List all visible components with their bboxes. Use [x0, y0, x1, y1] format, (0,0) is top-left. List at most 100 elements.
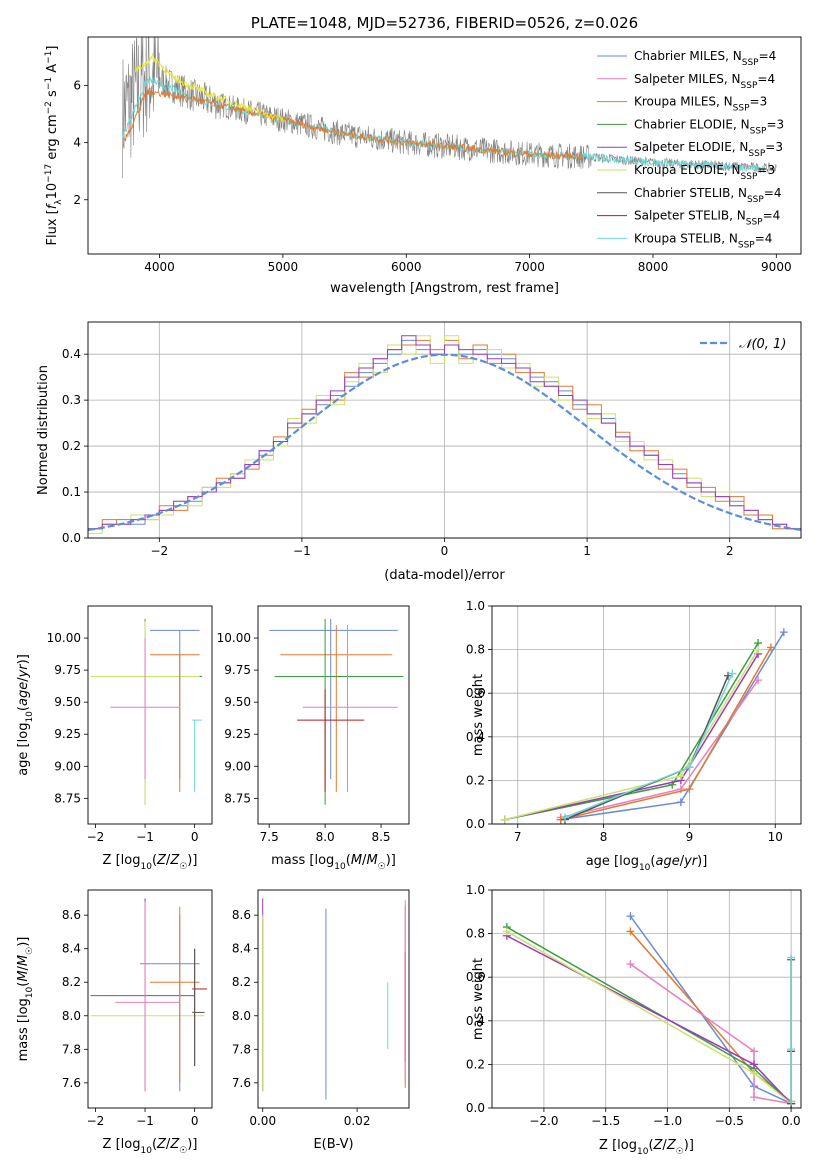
series-marker [750, 1047, 759, 1056]
x-tick-label: −2.0 [529, 1114, 558, 1128]
y-tick-label: 9.00 [224, 759, 251, 773]
y-tick-label: 9.50 [224, 695, 251, 709]
axes-frame [257, 605, 410, 825]
legend: 𝒩(0, 1) [700, 337, 786, 352]
y-axis-label: Normed distribution [36, 365, 51, 495]
x-tick-label: −2 [150, 544, 168, 558]
axes-frame [491, 605, 802, 825]
axes-frame [87, 36, 802, 255]
axes-frame [87, 605, 213, 825]
y-tick-label: 0.6 [466, 686, 485, 700]
x-tick-label: −1 [293, 544, 311, 558]
x-tick-label: 8000 [638, 260, 669, 274]
x-tick-label: 6000 [391, 260, 422, 274]
series-marker [754, 676, 763, 685]
y-axis-label: mass [log10(M/M☉)] [16, 937, 35, 1062]
y-axis-label: Flux [fλ10−17 erg cm−2 s−1 A−1] [44, 46, 64, 246]
legend-label: Chabrier STELIB, NSSP=4 [634, 186, 782, 205]
legend-label: Kroupa STELIB, NSSP=4 [634, 231, 772, 250]
y-axis-label: mass weight [471, 674, 486, 756]
y-tick-label: 0.6 [466, 970, 485, 984]
y-tick-label: 8.4 [62, 942, 81, 956]
error-bars [269, 618, 404, 805]
x-tick-label: 7 [514, 830, 522, 844]
x-axis-label: mass [log10(M/M☉)] [271, 853, 396, 872]
y-tick-label: 9.25 [224, 727, 251, 741]
x-tick-label: 0 [441, 544, 449, 558]
y-tick-label: 0.2 [466, 773, 485, 787]
model-trace [122, 87, 583, 161]
legend-label: Chabrier MILES, NSSP=4 [634, 49, 776, 68]
series-marker [728, 669, 737, 678]
y-tick-label: 0.8 [466, 643, 485, 657]
y-tick-label: 1.0 [466, 599, 485, 613]
x-tick-label: 7000 [514, 260, 545, 274]
y-tick-label: 8.0 [62, 1009, 81, 1023]
y-tick-label: 8.4 [232, 942, 251, 956]
y-tick-label: 0.0 [466, 817, 485, 831]
y-tick-label: 4 [73, 136, 81, 150]
y-tick-label: 8.75 [54, 791, 81, 805]
legend-label: Kroupa MILES, NSSP=3 [634, 95, 767, 114]
series-marker [766, 643, 775, 652]
residuals-panel: −2 −1 0 1 2 0.0 0.1 0.2 0.3 0.4 (data-model)/error… [36, 321, 802, 583]
legend-label: Salpeter MILES, NSSP=4 [634, 72, 775, 91]
x-tick-label: 7.5 [260, 830, 279, 844]
series-marker [779, 628, 788, 637]
y-tick-label: 1.0 [466, 883, 485, 897]
x-tick-label: 5000 [268, 260, 299, 274]
x-tick-label: −0.5 [715, 1114, 744, 1128]
y-tick-label: 0.4 [466, 1014, 485, 1028]
series-marker [685, 785, 694, 794]
x-axis-label: Z [log10(Z/Z☉)] [599, 1138, 694, 1157]
age-vs-Z-panel: −2 −1 0 8.75 9.00 9.25 9.50 9.75 10.00 Z [log10(Z… [16, 605, 213, 872]
y-tick-label: 7.6 [62, 1076, 81, 1090]
age-vs-mass-panel: 7.5 8.0 8.5 8.75 9.00 9.25 9.50 9.75 10.00 mass [… [217, 605, 410, 872]
series-marker [626, 927, 635, 936]
weight-lines [502, 912, 796, 1108]
series-marker [676, 772, 685, 781]
x-tick-label: −2 [87, 830, 105, 844]
mass-weight-vs-Z-panel: −2.0 −1.5 −1.0 −0.5 0.0 0.0 0.2 0.4 0.6 0.8 1.0 Z [… [466, 883, 802, 1157]
legend-label: Salpeter ELODIE, NSSP=3 [634, 140, 783, 159]
y-tick-label: 8.75 [224, 791, 251, 805]
weight-lines [500, 628, 788, 824]
legend-label: Salpeter STELIB, NSSP=4 [634, 209, 780, 228]
y-tick-label: 0.4 [62, 347, 81, 361]
x-tick-label: 9 [686, 830, 694, 844]
x-tick-label: 4000 [144, 260, 175, 274]
spectrum-panel: PLATE=1048, MJD=52736, FIBERID=0526, z=0… [44, 14, 802, 296]
series-marker [787, 953, 796, 962]
x-axis-label: Z [log10(Z/Z☉)] [103, 853, 198, 872]
spectrum-lines [122, 37, 777, 179]
x-axis-label: Z [log10(Z/Z☉)] [103, 1137, 198, 1156]
x-tick-label: −1 [136, 830, 154, 844]
axes-frame [87, 889, 213, 1109]
normal-curve [88, 353, 801, 531]
y-axis-label: mass weight [471, 958, 486, 1040]
series-marker [502, 927, 511, 936]
y-tick-label: 8.6 [232, 908, 251, 922]
y-tick-label: 8.2 [62, 975, 81, 989]
series-marker [750, 1093, 759, 1102]
y-tick-label: 0.8 [466, 927, 485, 941]
y-tick-label: 0.3 [62, 393, 81, 407]
histogram-step [88, 335, 801, 530]
x-tick-label: 0.0 [782, 1114, 801, 1128]
legend-label: Kroupa ELODIE, NSSP=3 [634, 163, 775, 182]
x-tick-label: 8 [600, 830, 608, 844]
y-tick-label: 0.1 [62, 485, 81, 499]
x-tick-label: 8.5 [371, 830, 390, 844]
x-tick-label: 0 [191, 830, 199, 844]
series-marker [676, 798, 685, 807]
y-tick-label: 0.2 [62, 439, 81, 453]
mass-vs-Z-panel: −2 −1 0 7.6 7.8 8.0 8.2 8.4 8.6 Z [log10(Z/Z☉)] ma… [16, 889, 213, 1156]
x-tick-label: 9000 [761, 260, 792, 274]
y-tick-label: 7.6 [232, 1076, 251, 1090]
legend-label: 𝒩(0, 1) [739, 337, 786, 352]
legend: Chabrier MILES, NSSP=4 Salpeter MILES, NS… [597, 49, 784, 250]
y-tick-label: 0.0 [466, 1101, 485, 1115]
series-marker [754, 645, 763, 654]
error-bars [262, 898, 406, 1100]
mass-vs-EBV-panel: 0.00 0.02 7.6 7.8 8.0 8.2 8.4 8.6 E(B-V) [232, 889, 410, 1152]
